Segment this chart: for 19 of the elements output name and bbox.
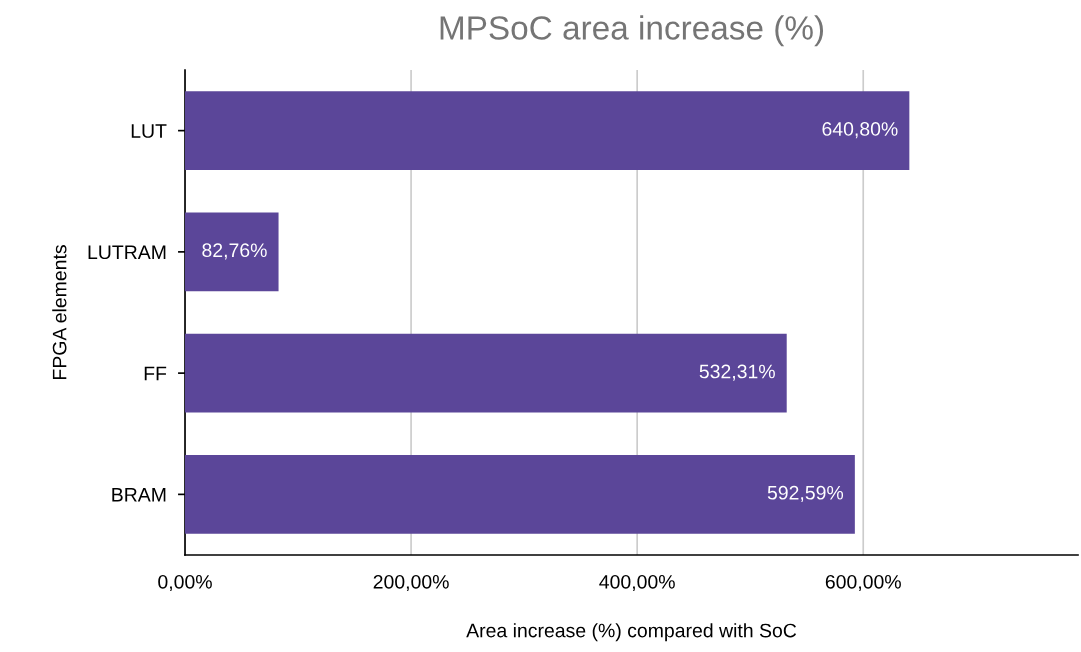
bar [185,454,855,534]
y-tick-label: LUT [131,124,167,138]
data-label: 592,59% [767,485,844,502]
x-tick-label: 600,00% [825,574,901,592]
x-tick-label: 0,00% [158,574,212,592]
data-label: 532,31% [699,364,775,381]
y-tick-label: BRAM [112,488,166,502]
bar [185,333,787,413]
x-tick-label: 400,00% [599,574,675,592]
y-tick-label: FF [144,366,167,381]
data-label: 640,80% [822,122,898,139]
data-label: 82,76% [202,243,267,260]
chart-title: MPSoC area increase (%) [440,15,824,47]
bar [185,91,910,171]
bar [185,212,279,292]
x-tick-label: 200,00% [373,574,449,592]
y-tick-label: LUTRAM [88,245,166,260]
x-axis-title: Area increase (%) compared with SoC [466,623,797,642]
y-axis-title: FPGA elements [52,245,67,379]
